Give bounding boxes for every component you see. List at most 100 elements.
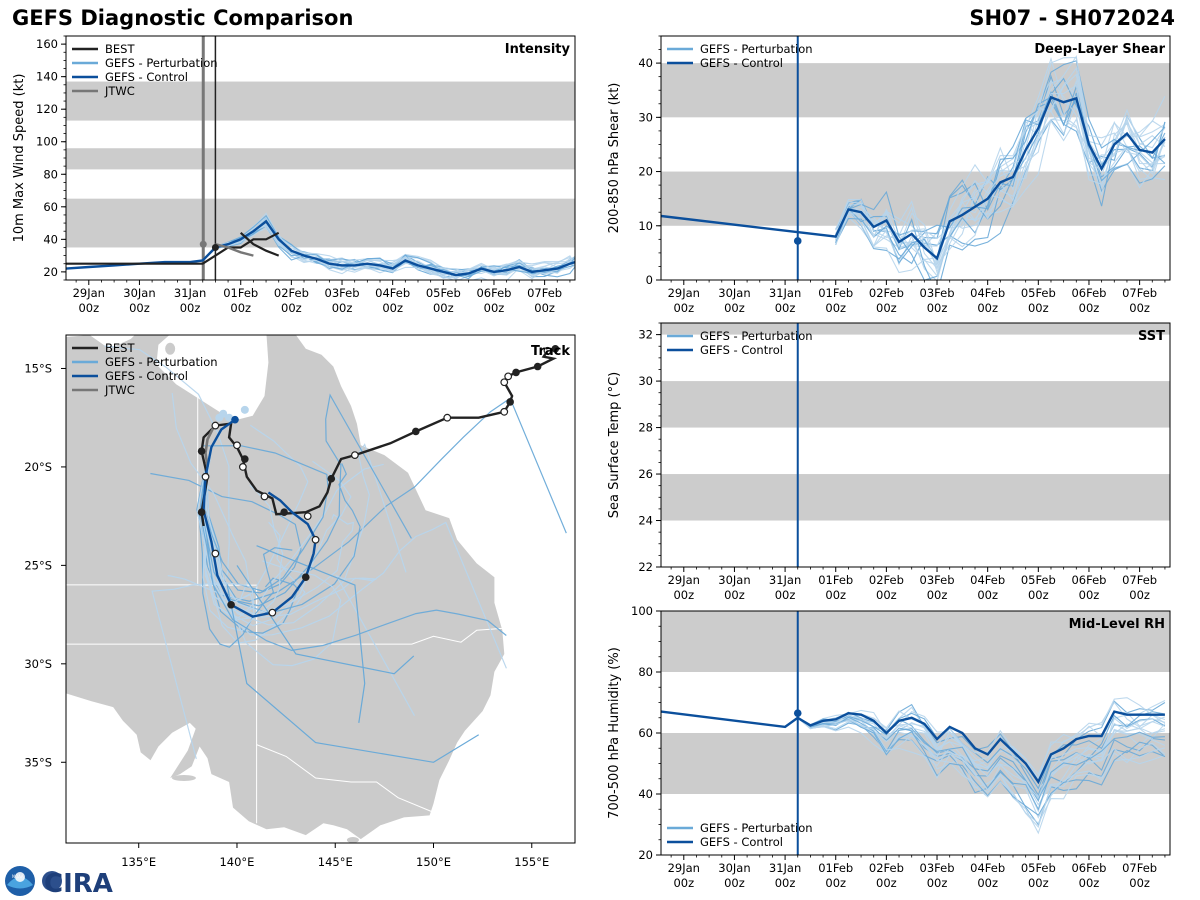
x-tick-label-hour: 00z [775, 876, 796, 890]
shaded-band [66, 198, 575, 248]
legend-label: GEFS - Control [700, 835, 783, 849]
shaded-band [661, 733, 1170, 794]
best-track-point-open [500, 378, 509, 387]
x-tick-label-date: 29Jan [668, 861, 700, 875]
x-tick-label-hour: 00z [1028, 588, 1049, 602]
lon-tick-label: 135°E [121, 855, 156, 869]
best-track-point [327, 474, 336, 483]
x-tick-label-hour: 00z [775, 588, 796, 602]
perturbation-track [236, 565, 415, 675]
x-tick-label-date: 05Feb [1021, 286, 1056, 300]
control-line [661, 95, 1166, 261]
x-tick-label-date: 02Feb [869, 861, 904, 875]
legend-label: GEFS - Perturbation [700, 821, 813, 835]
panel-shear: 01020304029Jan00z30Jan00z31Jan00z01Feb00… [607, 35, 1171, 315]
plot-area [661, 323, 1170, 567]
best-track-point [533, 362, 542, 371]
y-tick-label: 80 [43, 167, 58, 181]
shaded-band [661, 63, 1170, 118]
x-tick-label-date: 30Jan [123, 286, 155, 300]
y-tick-label: 20 [638, 165, 653, 179]
best-track-point-open [211, 421, 220, 430]
y-tick-label: 28 [638, 421, 653, 435]
x-tick-label-date: 01Feb [818, 573, 853, 587]
x-tick-label-date: 06Feb [1071, 861, 1106, 875]
legend-label: GEFS - Control [105, 369, 188, 383]
y-tick-label: 24 [638, 514, 653, 528]
page-title: GEFS Diagnostic Comparison [12, 6, 354, 30]
plot-area [66, 36, 575, 280]
x-tick-label-date: 29Jan [73, 286, 105, 300]
legend-label: GEFS - Perturbation [105, 56, 218, 70]
x-tick-label-date: 31Jan [769, 286, 801, 300]
panel-title: Mid-Level RH [1069, 617, 1165, 632]
x-tick-label-date: 07Feb [527, 286, 562, 300]
y-tick-label: 140 [36, 70, 58, 84]
axes-frame [65, 334, 576, 844]
panel-intensity: 2040608010012014016029Jan00z30Jan00z31Ja… [12, 35, 576, 315]
best-track-point [241, 455, 249, 463]
y-tick-label: 30 [638, 110, 653, 124]
best-track-point-open [260, 492, 269, 501]
best-track-point-open [443, 413, 452, 422]
noaa-wave-icon [7, 877, 33, 889]
x-tick-label-hour: 00z [1129, 301, 1150, 315]
x-tick-label-hour: 00z [673, 301, 694, 315]
y-tick-label: 60 [43, 200, 58, 214]
x-tick-label-date: 01Feb [818, 286, 853, 300]
control-track-point [231, 415, 239, 424]
panel-title: SST [1138, 329, 1165, 344]
y-tick-label: 40 [638, 787, 653, 801]
x-tick-label-hour: 00z [977, 301, 998, 315]
jtwc-point [199, 240, 207, 248]
noaa-bird-icon [15, 872, 25, 882]
control-track-point [301, 573, 310, 581]
lon-tick-label: 140°E [219, 855, 254, 869]
y-tick-label: 10 [638, 219, 653, 233]
legend-label: JTWC [104, 84, 135, 98]
x-tick-label-date: 07Feb [1122, 286, 1157, 300]
x-tick-label-hour: 00z [977, 588, 998, 602]
best-line [66, 231, 280, 265]
shaded-band [661, 474, 1170, 521]
control-line [66, 219, 575, 277]
axes-frame [660, 322, 1171, 568]
legend-label: BEST [105, 341, 135, 355]
x-tick-label-date: 01Feb [223, 286, 258, 300]
x-tick-label-hour: 00z [1129, 588, 1150, 602]
x-tick-label-hour: 00z [180, 301, 201, 315]
control-track-point-open [311, 535, 320, 544]
perturbation-start-point [225, 413, 234, 422]
init-point [793, 709, 802, 717]
perturbation-line [835, 66, 1166, 277]
best-track-point-open [543, 346, 552, 355]
control-track-point-open [211, 549, 220, 558]
y-tick-label: 20 [638, 848, 653, 862]
x-tick-label-hour: 00z [927, 588, 948, 602]
x-tick-label-hour: 00z [825, 588, 846, 602]
best-track-point [512, 368, 520, 377]
x-tick-label-hour: 00z [1129, 876, 1150, 890]
x-tick-label-hour: 00z [382, 301, 403, 315]
best-point [211, 243, 219, 251]
x-tick-label-date: 04Feb [375, 286, 410, 300]
control-track-line [202, 418, 317, 618]
y-tick-label: 40 [638, 56, 653, 70]
best-track-point-open [233, 441, 241, 450]
perturbation-line [797, 714, 1166, 803]
legend-label: GEFS - Perturbation [105, 355, 218, 369]
best-track-point-open [504, 372, 513, 381]
perturbation-line [835, 84, 1166, 247]
x-tick-label-date: 03Feb [920, 573, 955, 587]
y-tick-label: 40 [43, 232, 58, 246]
init-point [793, 237, 802, 245]
perturbation-start-point [240, 405, 249, 414]
x-tick-label-date: 02Feb [869, 286, 904, 300]
control-line [661, 710, 1165, 785]
panel-track: 135°E 140°E 145°E 150°E 155°E 15°S 20°S 25°S 30°… [24, 334, 576, 869]
kangaroo-island [171, 775, 196, 782]
best-track-point-open [350, 451, 359, 460]
legend-label: GEFS - Control [700, 343, 783, 357]
